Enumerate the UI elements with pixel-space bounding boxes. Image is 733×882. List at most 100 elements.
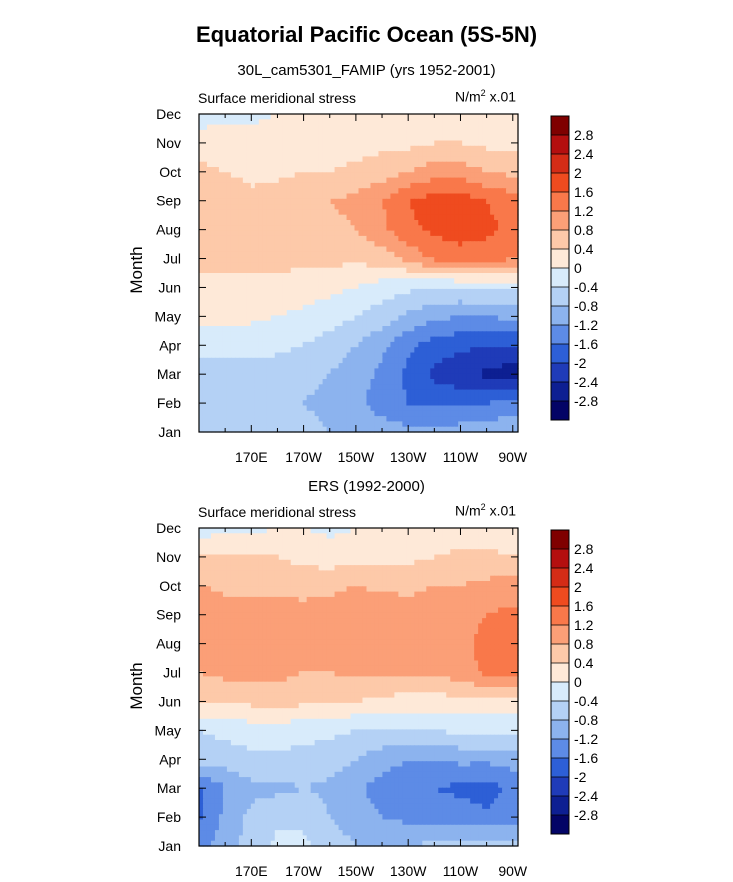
heatmap-cell bbox=[462, 151, 467, 157]
heatmap-cell bbox=[262, 182, 268, 189]
heatmap-cell bbox=[394, 177, 399, 184]
x-tick-label: 90W bbox=[498, 449, 528, 465]
heatmap-cell bbox=[510, 379, 515, 385]
heatmap-cell bbox=[338, 384, 344, 391]
heatmap-cell bbox=[434, 209, 439, 216]
heatmap-cell bbox=[358, 193, 364, 200]
heatmap-cell bbox=[338, 368, 344, 375]
heatmap-cell bbox=[506, 288, 511, 295]
heatmap-cell bbox=[274, 379, 280, 385]
heatmap-cell bbox=[282, 288, 288, 295]
heatmap-cell bbox=[422, 220, 427, 226]
colorbar-box bbox=[551, 192, 569, 212]
heatmap-cell bbox=[314, 310, 320, 316]
heatmap-cell bbox=[202, 405, 208, 412]
heatmap-cell bbox=[346, 299, 352, 306]
heatmap-cell bbox=[230, 167, 236, 173]
heatmap-cell bbox=[282, 267, 288, 274]
heatmap-cell bbox=[250, 140, 256, 147]
heatmap-cell bbox=[506, 410, 511, 417]
heatmap-cell bbox=[410, 172, 415, 179]
heatmap-cell bbox=[362, 182, 368, 189]
heatmap-cell bbox=[374, 257, 380, 263]
heatmap-cell bbox=[246, 410, 252, 417]
heatmap-cell bbox=[426, 188, 431, 195]
heatmap-cell bbox=[290, 336, 296, 343]
heatmap-cell bbox=[210, 389, 216, 396]
heatmap-cell bbox=[410, 299, 415, 306]
heatmap-cell bbox=[406, 172, 411, 179]
heatmap-cell bbox=[490, 352, 495, 359]
heatmap-cell bbox=[422, 278, 427, 285]
heatmap-cell bbox=[410, 204, 415, 210]
heatmap-cell bbox=[306, 235, 312, 242]
heatmap-cell bbox=[226, 114, 232, 120]
heatmap-cell bbox=[498, 257, 503, 263]
heatmap-cell bbox=[438, 273, 443, 279]
heatmap-cell bbox=[442, 119, 447, 126]
heatmap-cell bbox=[202, 161, 208, 168]
heatmap-cell bbox=[418, 241, 423, 248]
heatmap-cell bbox=[290, 352, 296, 359]
heatmap-cell bbox=[422, 426, 427, 433]
heatmap-cell bbox=[350, 214, 356, 221]
heatmap-cell bbox=[274, 182, 280, 189]
heatmap-cell bbox=[382, 124, 388, 131]
heatmap-cell bbox=[458, 410, 463, 417]
heatmap-cell bbox=[370, 299, 376, 306]
heatmap-cell bbox=[226, 299, 232, 306]
heatmap-cell bbox=[354, 310, 360, 316]
heatmap-cell bbox=[230, 267, 236, 274]
heatmap-cell bbox=[478, 357, 483, 364]
heatmap-cell bbox=[474, 357, 479, 364]
heatmap-cell bbox=[494, 299, 499, 306]
heatmap-cell bbox=[214, 347, 220, 354]
heatmap-cell bbox=[486, 278, 491, 285]
heatmap-cell bbox=[286, 363, 292, 369]
heatmap-cell bbox=[502, 278, 507, 285]
heatmap-cell bbox=[234, 299, 240, 306]
heatmap-cell bbox=[302, 182, 308, 189]
heatmap-cell bbox=[458, 352, 463, 359]
heatmap-cell bbox=[218, 262, 224, 269]
heatmap-cell bbox=[346, 310, 352, 316]
heatmap-cell bbox=[338, 288, 344, 295]
heatmap-cell bbox=[330, 119, 336, 126]
heatmap-cell bbox=[322, 177, 328, 184]
heatmap-cell bbox=[458, 341, 463, 348]
heatmap-cell bbox=[378, 209, 384, 216]
heatmap-cell bbox=[294, 410, 300, 417]
heatmap-cell bbox=[478, 135, 483, 142]
heatmap-cell bbox=[322, 161, 328, 168]
heatmap-cell bbox=[358, 220, 364, 226]
heatmap-cell bbox=[246, 379, 252, 385]
heatmap-cell bbox=[274, 198, 280, 205]
heatmap-cell bbox=[294, 188, 300, 195]
heatmap-cell bbox=[218, 198, 224, 205]
heatmap-cell bbox=[226, 288, 232, 295]
heatmap-cell bbox=[330, 235, 336, 242]
heatmap-cell bbox=[258, 320, 264, 327]
heatmap-cell bbox=[310, 389, 316, 396]
heatmap-cell bbox=[454, 426, 459, 433]
heatmap-cell bbox=[318, 320, 324, 327]
heatmap-cell bbox=[246, 299, 252, 306]
heatmap-cell bbox=[466, 177, 471, 184]
heatmap-cell bbox=[226, 394, 232, 401]
heatmap-cell bbox=[270, 357, 276, 364]
heatmap-cell bbox=[450, 373, 455, 380]
heatmap-cell bbox=[274, 140, 280, 147]
heatmap-cell bbox=[510, 394, 515, 401]
heatmap-cell bbox=[282, 278, 288, 285]
heatmap-cell bbox=[210, 347, 216, 354]
heatmap-cell bbox=[470, 389, 475, 396]
heatmap-cell bbox=[234, 528, 240, 534]
heatmap-cell bbox=[390, 363, 395, 369]
heatmap-cell bbox=[346, 283, 352, 290]
heatmap-cell bbox=[314, 294, 320, 301]
heatmap-cell bbox=[322, 299, 328, 306]
heatmap-cell bbox=[406, 283, 411, 290]
heatmap-cell bbox=[386, 283, 391, 290]
heatmap-cell bbox=[338, 320, 344, 327]
heatmap-cell bbox=[454, 400, 459, 407]
